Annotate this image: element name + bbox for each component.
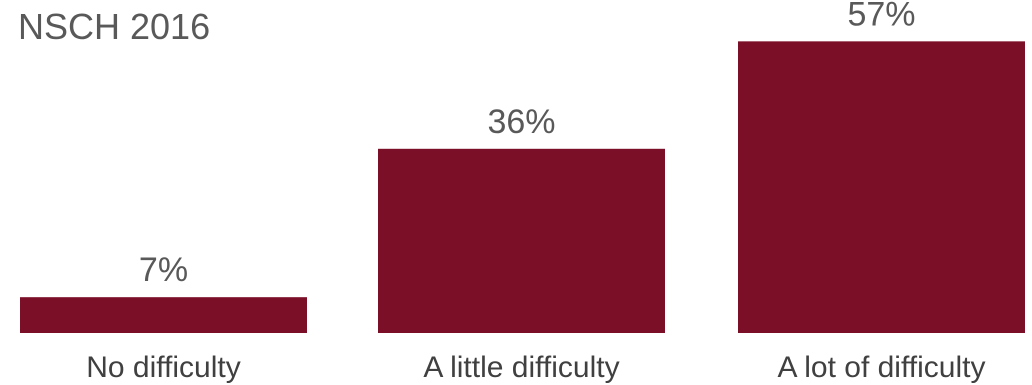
- bar-2: [738, 41, 1025, 333]
- bar-value-label-1: 36%: [487, 103, 555, 141]
- category-label-0: No difficulty: [86, 351, 241, 384]
- bar-value-label-2: 57%: [847, 0, 915, 33]
- chart-title: NSCH 2016: [18, 6, 211, 47]
- category-label-2: A lot of difficulty: [778, 351, 986, 384]
- bar-value-label-0: 7%: [139, 251, 188, 289]
- bar-1: [378, 148, 665, 333]
- bar-0: [20, 297, 307, 333]
- category-label-1: A little difficulty: [423, 351, 619, 384]
